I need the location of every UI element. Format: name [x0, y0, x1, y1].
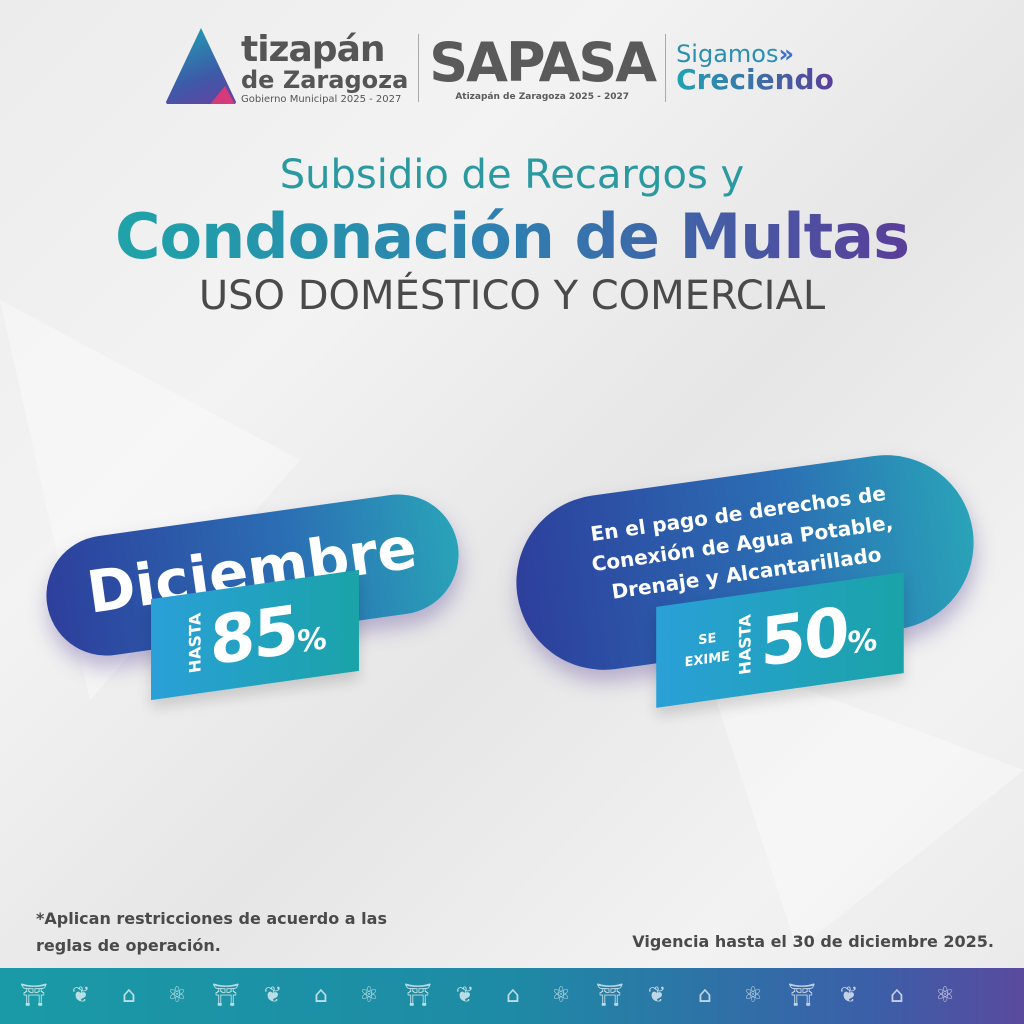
- market-icon: ⛩: [20, 983, 48, 1008]
- double-chevron-icon: »: [778, 40, 794, 68]
- science-icon: ⚛: [167, 983, 187, 1008]
- cow-plant-icon: ❦: [647, 983, 667, 1008]
- market-icon: ⛩: [596, 983, 624, 1008]
- headline-line1: Subsidio de Recargos y: [279, 152, 745, 198]
- market-icon: ⛩: [404, 983, 432, 1008]
- slogan-line2: Creciendo: [676, 63, 834, 96]
- headline-line3: USO DOMÉSTICO Y COMERCIAL: [198, 273, 826, 319]
- percent-sign: %: [296, 620, 325, 660]
- municipio-logo: tizapán de Zaragoza Gobierno Municipal 2…: [165, 28, 408, 108]
- discount-percent: 50: [760, 591, 848, 682]
- divider: [418, 34, 420, 102]
- science-icon: ⚛: [359, 983, 379, 1008]
- science-icon: ⚛: [551, 983, 571, 1008]
- logo-text: tizapán: [241, 28, 386, 70]
- discount-percent: 85: [209, 590, 297, 681]
- cow-plant-icon: ❦: [455, 983, 475, 1008]
- divider: [665, 34, 667, 102]
- footer-icon-band: ⛩ ❦ ⌂ ⚛ ⛩ ❦ ⌂ ⚛ ⛩ ❦ ⌂ ⚛ ⛩ ❦ ⌂ ⚛ ⛩ ❦ ⌂ ⚛: [0, 968, 1024, 1024]
- cow-plant-icon: ❦: [263, 983, 283, 1008]
- cow-plant-icon: ❦: [71, 983, 91, 1008]
- footnote-line: reglas de operación.: [36, 936, 221, 955]
- slogan-logo: Sigamos» Creciendo: [676, 42, 834, 94]
- market-icon: ⛩: [212, 983, 240, 1008]
- cow-plant-icon: ❦: [839, 983, 859, 1008]
- factory-icon: ⌂: [506, 983, 520, 1008]
- footnote: *Aplican restricciones de acuerdo a las …: [36, 905, 456, 959]
- slogan-line1: Sigamos: [676, 40, 779, 68]
- factory-icon: ⌂: [314, 983, 328, 1008]
- logo-text: de Zaragoza: [241, 65, 409, 94]
- headline-main: Condonación de Multas: [115, 200, 910, 273]
- hasta-label: HASTA: [735, 613, 755, 677]
- background-facet: [700, 650, 1024, 950]
- sapasa-subtitle: Atizapán de Zaragoza 2025 - 2027: [455, 92, 630, 102]
- footnote-line: *Aplican restricciones de acuerdo a las: [36, 909, 387, 928]
- factory-icon: ⌂: [122, 983, 136, 1008]
- logo-bar: tizapán de Zaragoza Gobierno Municipal 2…: [165, 28, 865, 108]
- sapasa-logo: SAPASA Atizapán de Zaragoza 2025 - 2027: [429, 31, 657, 103]
- headline-line2: Condonación de Multas: [0, 200, 1024, 273]
- factory-icon: ⌂: [698, 983, 712, 1008]
- validity-text: Vigencia hasta el 30 de diciembre 2025.: [632, 932, 994, 951]
- science-icon: ⚛: [743, 983, 763, 1008]
- market-icon: ⛩: [788, 983, 816, 1008]
- family-drop-icon: [165, 28, 237, 104]
- factory-icon: ⌂: [890, 983, 904, 1008]
- logo-subtitle: Gobierno Municipal 2025 - 2027: [241, 93, 402, 105]
- percent-sign: %: [847, 622, 876, 662]
- sapasa-name: SAPASA: [429, 31, 657, 94]
- science-icon: ⚛: [935, 983, 955, 1008]
- hasta-label: HASTA: [185, 612, 205, 675]
